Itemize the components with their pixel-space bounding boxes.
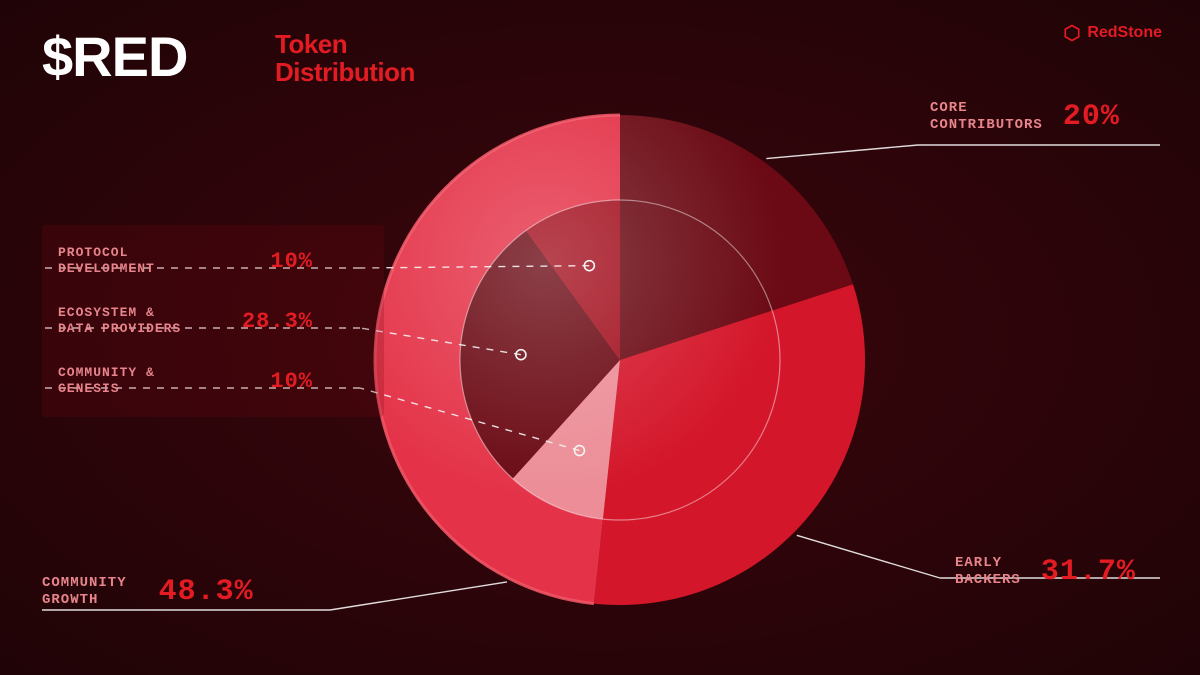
- label-eco: ECOSYSTEM & DATA PROVIDERS 28.3%: [58, 305, 368, 337]
- label-community-pct: 48.3%: [159, 575, 254, 609]
- title-subtitle: Token Distribution: [275, 30, 415, 86]
- label-proto-name: PROTOCOL DEVELOPMENT: [58, 245, 228, 277]
- brand-logo: RedStone: [1063, 24, 1162, 42]
- label-core-pct: 20%: [1063, 100, 1120, 134]
- label-early: EARLY BACKERS 31.7%: [955, 555, 1136, 589]
- label-early-pct: 31.7%: [1041, 555, 1136, 589]
- label-eco-pct: 28.3%: [228, 309, 313, 334]
- label-community: COMMUNITY GROWTH 48.3%: [42, 575, 254, 609]
- label-core: CORE CONTRIBUTORS 20%: [930, 100, 1120, 134]
- label-early-name: EARLY BACKERS: [955, 555, 1021, 589]
- brand-name: RedStone: [1087, 24, 1162, 42]
- label-eco-name: ECOSYSTEM & DATA PROVIDERS: [58, 305, 228, 337]
- label-proto: PROTOCOL DEVELOPMENT 10%: [58, 245, 368, 277]
- sub-allocation-box: PROTOCOL DEVELOPMENT 10% ECOSYSTEM & DAT…: [42, 225, 384, 417]
- title-line1: Token: [275, 29, 347, 59]
- label-genesis-pct: 10%: [228, 369, 313, 394]
- title-line2: Distribution: [275, 57, 415, 87]
- label-community-name: COMMUNITY GROWTH: [42, 575, 127, 609]
- label-proto-pct: 10%: [228, 249, 313, 274]
- infographic-root: $RED Token Distribution RedStone CORE CO…: [0, 0, 1200, 675]
- label-genesis-name: COMMUNITY & GENESIS: [58, 365, 228, 397]
- label-genesis: COMMUNITY & GENESIS 10%: [58, 365, 368, 397]
- label-core-name: CORE CONTRIBUTORS: [930, 100, 1043, 134]
- hexagon-icon: [1063, 24, 1081, 42]
- title-symbol: $RED: [42, 24, 187, 89]
